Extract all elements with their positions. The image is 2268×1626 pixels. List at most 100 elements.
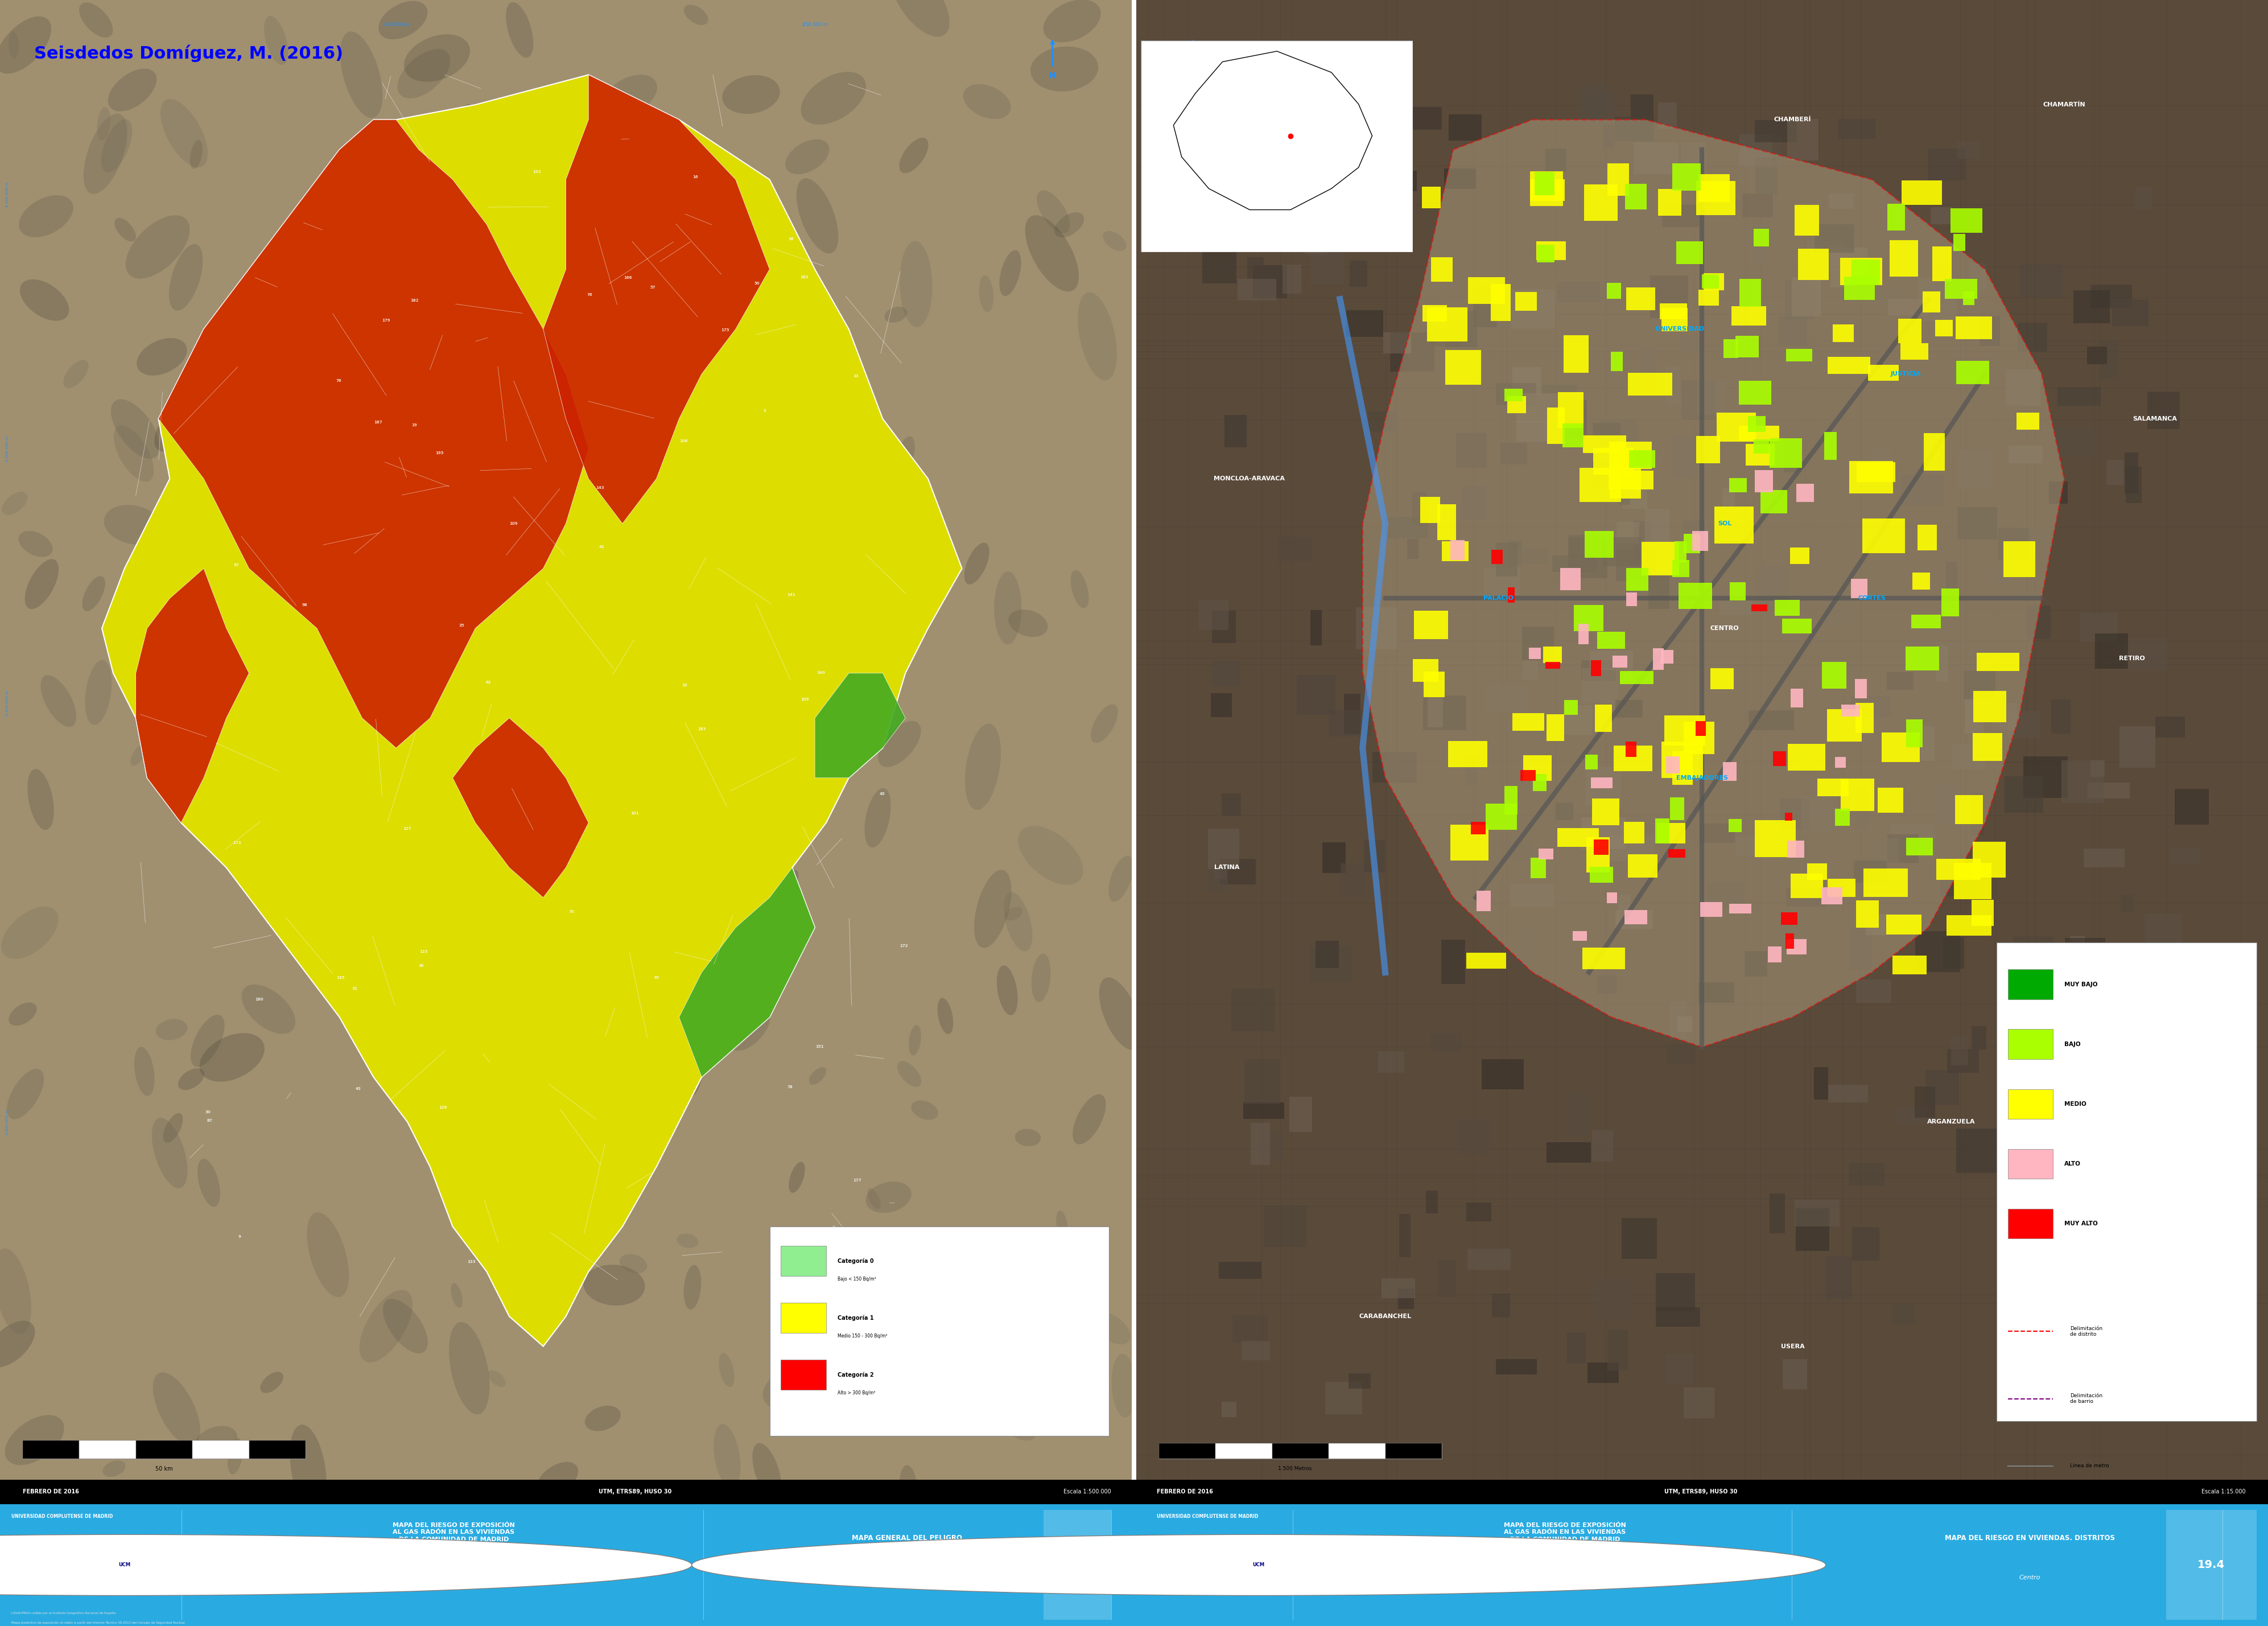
Bar	[1556, 802, 1574, 821]
Bar	[2005, 776, 2043, 813]
Bar	[1538, 246, 1554, 262]
Polygon shape	[159, 120, 587, 748]
Bar	[1204, 224, 1241, 252]
Bar	[1288, 1096, 1311, 1132]
Bar	[1429, 691, 1442, 727]
Bar	[1740, 135, 1771, 166]
Bar	[1948, 1049, 1980, 1073]
Polygon shape	[678, 868, 814, 1076]
Bar	[1867, 914, 1889, 935]
Bar	[1241, 106, 1279, 127]
Bar	[1159, 1444, 1442, 1459]
Text: UCM: UCM	[1252, 1563, 1266, 1567]
Bar	[1633, 143, 1678, 174]
Bar	[1862, 519, 1905, 553]
Bar	[1347, 146, 1368, 169]
Ellipse shape	[197, 1159, 220, 1206]
Text: CARABANCHEL: CARABANCHEL	[1359, 1314, 1411, 1319]
Text: 143: 143	[596, 486, 606, 489]
Ellipse shape	[937, 998, 953, 1034]
Bar	[1211, 660, 1241, 686]
Bar	[1608, 1330, 1628, 1371]
Ellipse shape	[200, 1033, 265, 1081]
Polygon shape	[544, 75, 769, 524]
Bar	[2175, 1016, 2220, 1055]
Bar	[1728, 904, 1751, 914]
Bar	[1461, 486, 1486, 520]
Ellipse shape	[179, 1068, 204, 1089]
Text: 166: 166	[624, 276, 633, 280]
Ellipse shape	[102, 1460, 125, 1476]
Bar	[1476, 891, 1490, 911]
Bar	[1581, 668, 1617, 704]
Bar	[1794, 1200, 1839, 1226]
Bar	[2005, 369, 2041, 405]
Bar	[1381, 1278, 1415, 1298]
Bar	[1662, 307, 1687, 332]
Bar	[1590, 660, 1601, 676]
Text: MUY BAJO: MUY BAJO	[2064, 982, 2098, 987]
Bar	[1606, 893, 1617, 902]
Text: 45: 45	[880, 792, 885, 795]
Bar	[1583, 948, 1626, 969]
Text: 153: 153	[533, 171, 540, 174]
Bar	[1882, 733, 1919, 763]
Bar	[1701, 902, 1721, 917]
Ellipse shape	[290, 592, 302, 620]
Ellipse shape	[109, 68, 156, 112]
Bar	[1363, 839, 1386, 873]
Ellipse shape	[1057, 1211, 1068, 1239]
Ellipse shape	[27, 769, 54, 829]
Bar	[1431, 1033, 1461, 1052]
Bar	[1513, 714, 1545, 730]
Ellipse shape	[191, 504, 215, 535]
Bar	[1522, 662, 1538, 680]
Bar	[1755, 158, 1778, 195]
Bar	[1973, 842, 2005, 878]
Ellipse shape	[170, 244, 202, 311]
Ellipse shape	[810, 1067, 826, 1085]
Ellipse shape	[397, 1073, 449, 1109]
Ellipse shape	[304, 891, 363, 948]
Ellipse shape	[891, 0, 950, 37]
Bar	[1678, 337, 1699, 353]
Text: 57: 57	[651, 286, 655, 289]
Bar	[1628, 855, 1658, 878]
Bar	[1628, 450, 1656, 468]
Ellipse shape	[390, 530, 442, 569]
Bar	[1701, 275, 1719, 288]
Ellipse shape	[392, 356, 413, 369]
Text: 4.400.000 m: 4.400.000 m	[5, 1109, 9, 1135]
Bar	[1329, 1444, 1386, 1459]
Text: Seisdedos Domíguez, M. (2016): Seisdedos Domíguez, M. (2016)	[34, 46, 342, 62]
Ellipse shape	[801, 72, 866, 125]
Ellipse shape	[290, 1424, 327, 1512]
Ellipse shape	[671, 483, 687, 519]
Bar	[1980, 315, 2000, 346]
Ellipse shape	[1070, 571, 1089, 608]
Bar	[1792, 873, 1823, 898]
Bar	[1794, 205, 1819, 236]
Ellipse shape	[1030, 47, 1098, 91]
Text: 4.500.000 m: 4.500.000 m	[5, 436, 9, 462]
Bar	[1708, 881, 1744, 907]
Bar	[1588, 1363, 1619, 1382]
Bar	[1311, 610, 1322, 646]
Text: PALACIO: PALACIO	[1483, 595, 1513, 602]
Ellipse shape	[5, 1415, 64, 1465]
Bar	[1520, 771, 1535, 780]
Polygon shape	[136, 569, 249, 823]
Bar	[1669, 849, 1685, 857]
Text: 42: 42	[599, 545, 606, 550]
Bar	[1222, 793, 1241, 816]
Ellipse shape	[252, 459, 297, 524]
Text: Categoría 2: Categoría 2	[837, 1372, 873, 1377]
Bar	[1950, 208, 1982, 233]
Bar	[1247, 257, 1263, 278]
Bar	[1746, 444, 1774, 465]
Ellipse shape	[701, 428, 723, 483]
Ellipse shape	[1093, 1312, 1129, 1345]
Bar	[1839, 259, 1882, 286]
Ellipse shape	[583, 1265, 644, 1306]
Ellipse shape	[306, 1213, 349, 1298]
